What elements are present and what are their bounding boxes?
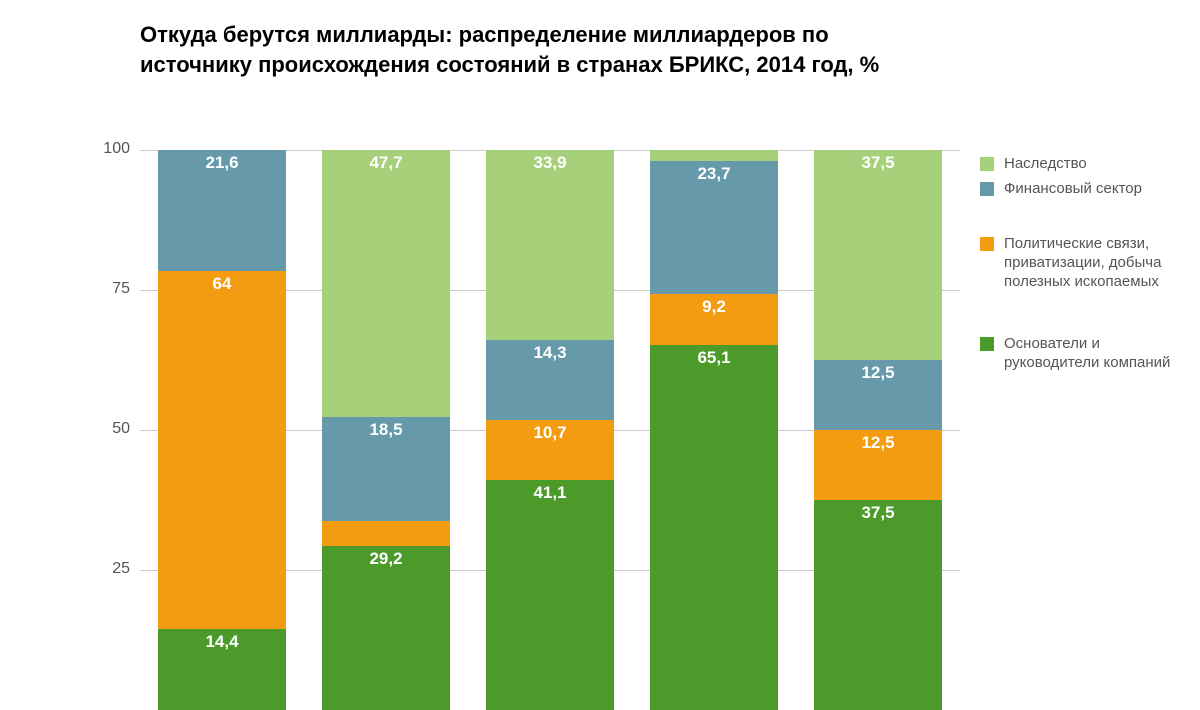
bar-segment-political <box>814 430 942 500</box>
bar-segment-inherit <box>650 150 778 161</box>
y-axis-tick-label: 75 <box>85 280 130 298</box>
bar-segment-founders <box>158 629 286 710</box>
stacked-bar: 65,19,223,7 <box>650 150 778 710</box>
bar-segment-political <box>322 521 450 547</box>
bar-segment-founders <box>322 546 450 710</box>
stacked-bar: 37,512,512,537,5 <box>814 150 942 710</box>
bar-segment-inherit <box>814 150 942 360</box>
y-axis-tick-label: 25 <box>85 560 130 578</box>
legend-swatch <box>980 157 994 171</box>
bar-segment-inherit <box>486 150 614 340</box>
legend-swatch <box>980 237 994 251</box>
legend-item-founders: Основатели и руководители компаний <box>980 335 1180 435</box>
bar-segment-financial <box>322 417 450 521</box>
legend-label: Финансовый сектор <box>1004 180 1180 199</box>
legend-swatch <box>980 182 994 196</box>
bar-segment-inherit <box>322 150 450 417</box>
bar-segment-political <box>486 420 614 480</box>
legend-swatch <box>980 337 994 351</box>
bar-segment-financial <box>650 161 778 294</box>
stacked-bar: 41,110,714,333,9 <box>486 150 614 710</box>
y-axis-tick-label: 100 <box>85 140 130 158</box>
y-axis-tick-label: 50 <box>85 420 130 438</box>
bar-segment-financial <box>814 360 942 430</box>
stacked-bar: 29,218,547,7 <box>322 150 450 710</box>
legend-item-political: Политические связи, приватизации, добыча… <box>980 235 1180 335</box>
bar-segment-founders <box>486 480 614 710</box>
legend-label: Политические связи, приватизации, добыча… <box>1004 235 1180 291</box>
stacked-bar: 14,46421,6 <box>158 150 286 710</box>
bar-segment-founders <box>814 500 942 710</box>
legend-label: Основатели и руководители компаний <box>1004 335 1180 373</box>
bar-segment-founders <box>650 345 778 710</box>
bar-segment-political <box>650 294 778 346</box>
bar-segment-financial <box>486 340 614 420</box>
bar-segment-financial <box>158 150 286 271</box>
bar-segment-political <box>158 271 286 629</box>
legend-label: Наследство <box>1004 155 1180 174</box>
chart-title: Откуда берутся миллиарды: распределение … <box>140 20 930 79</box>
